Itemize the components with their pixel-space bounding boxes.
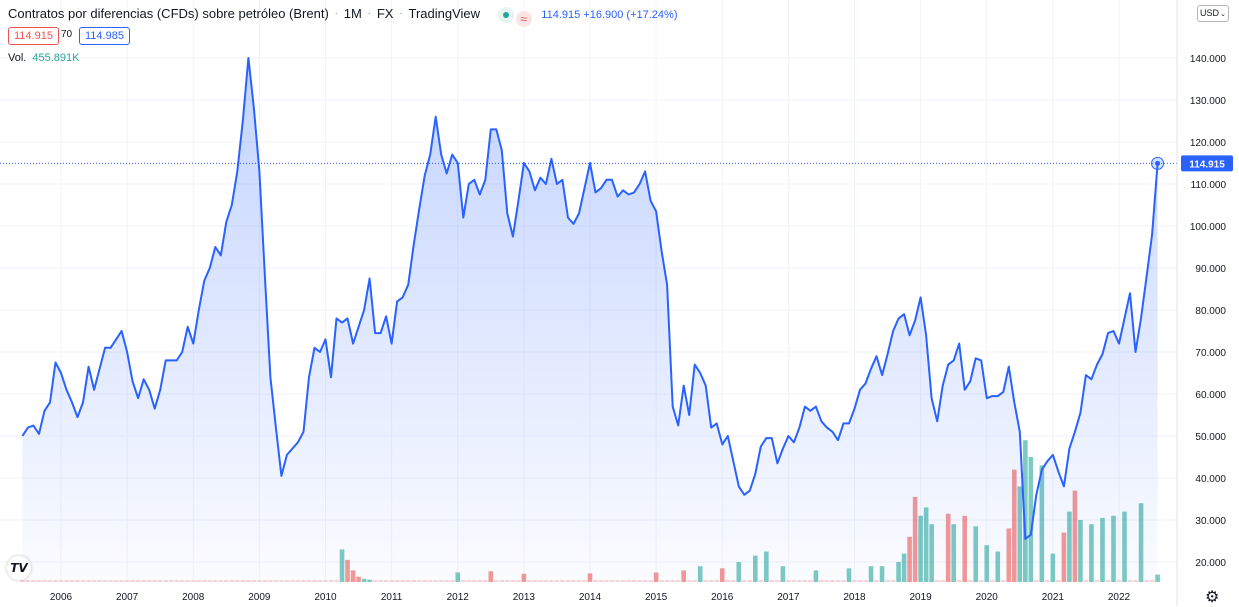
y-tick-label: 130.000 (1190, 96, 1227, 107)
y-tick-label: 100.000 (1190, 222, 1227, 233)
spread-value: 70 (61, 29, 73, 40)
last-price-value: 114.915 (541, 9, 581, 21)
svg-text:114.915: 114.915 (1189, 159, 1225, 170)
currency-selector[interactable]: USD⌄ (1197, 5, 1229, 22)
x-tick-label: 2006 (50, 592, 73, 603)
y-tick-label: 140.000 (1190, 54, 1227, 65)
symbol-header: Contratos por diferencias (CFDs) sobre p… (8, 6, 678, 27)
x-tick-label: 2016 (711, 592, 734, 603)
volume-bar (1028, 457, 1034, 582)
x-tick-label: 2009 (248, 592, 271, 603)
x-tick-label: 2019 (910, 592, 933, 603)
volume-bar (1023, 440, 1028, 582)
y-tick-label: 20.000 (1195, 558, 1226, 569)
delayed-data-icon: ≈ (515, 10, 532, 27)
y-tick-label: 50.000 (1195, 432, 1226, 443)
chevron-down-icon: ⌄ (1220, 11, 1226, 18)
status-indicators: ≈ (497, 6, 532, 27)
currency-label: USD (1200, 8, 1220, 18)
market-open-icon (497, 6, 514, 23)
bid-price-box[interactable]: 114.915 (8, 27, 59, 45)
x-tick-label: 2011 (381, 592, 403, 603)
y-tick-label: 70.000 (1195, 348, 1226, 359)
source-label: TradingView (408, 6, 481, 21)
price-line (21, 57, 1159, 540)
price-change: +16.900 (+17.24%) (583, 9, 678, 21)
interval-label[interactable]: 1M (343, 6, 362, 21)
last-price-dot (1155, 160, 1161, 166)
x-tick-label: 2012 (447, 592, 470, 603)
volume-label: Vol. (8, 52, 27, 64)
volume-value: 455.891K (32, 52, 80, 64)
x-tick-label: 2010 (314, 592, 337, 603)
y-tick-label: 120.000 (1190, 138, 1227, 149)
price-axis[interactable]: 20.000 30.000 40.000 50.000 60.000 70.000 80.0… (1190, 54, 1227, 569)
symbol-title[interactable]: Contratos por diferencias (CFDs) sobre p… (8, 6, 329, 21)
y-tick-label: 40.000 (1195, 474, 1226, 485)
time-axis[interactable]: 2006 2007 2008 2009 2010 2011 2012 2013 2014 2015… (50, 592, 1131, 603)
x-tick-label: 2020 (976, 592, 999, 603)
x-tick-label: 2015 (645, 592, 668, 603)
last-price-header: 114.915 +16.900 (+17.24%) (541, 9, 677, 21)
y-tick-label: 80.000 (1195, 306, 1226, 317)
x-tick-label: 2008 (182, 592, 205, 603)
x-tick-label: 2021 (1042, 592, 1065, 603)
x-tick-label: 2017 (777, 592, 800, 603)
y-tick-label: 90.000 (1195, 264, 1226, 275)
y-tick-label: 30.000 (1195, 516, 1226, 527)
y-tick-label: 60.000 (1195, 390, 1226, 401)
exchange-label: FX (376, 6, 394, 21)
x-tick-label: 2022 (1108, 592, 1131, 603)
x-tick-label: 2014 (579, 592, 602, 603)
x-tick-label: 2013 (513, 592, 536, 603)
x-tick-label: 2007 (116, 592, 139, 603)
gear-icon[interactable]: ⚙ (1205, 589, 1220, 606)
ask-price-box[interactable]: 114.985 (79, 27, 130, 45)
price-area (22, 58, 1158, 582)
y-tick-label: 110.000 (1191, 180, 1227, 191)
last-price-label: 114.915 (1181, 155, 1233, 172)
volume-legend: Vol. 455.891K (8, 52, 79, 64)
tradingview-logo-icon[interactable]: 𝙏𝙑 (7, 556, 31, 580)
x-tick-label: 2018 (843, 592, 866, 603)
